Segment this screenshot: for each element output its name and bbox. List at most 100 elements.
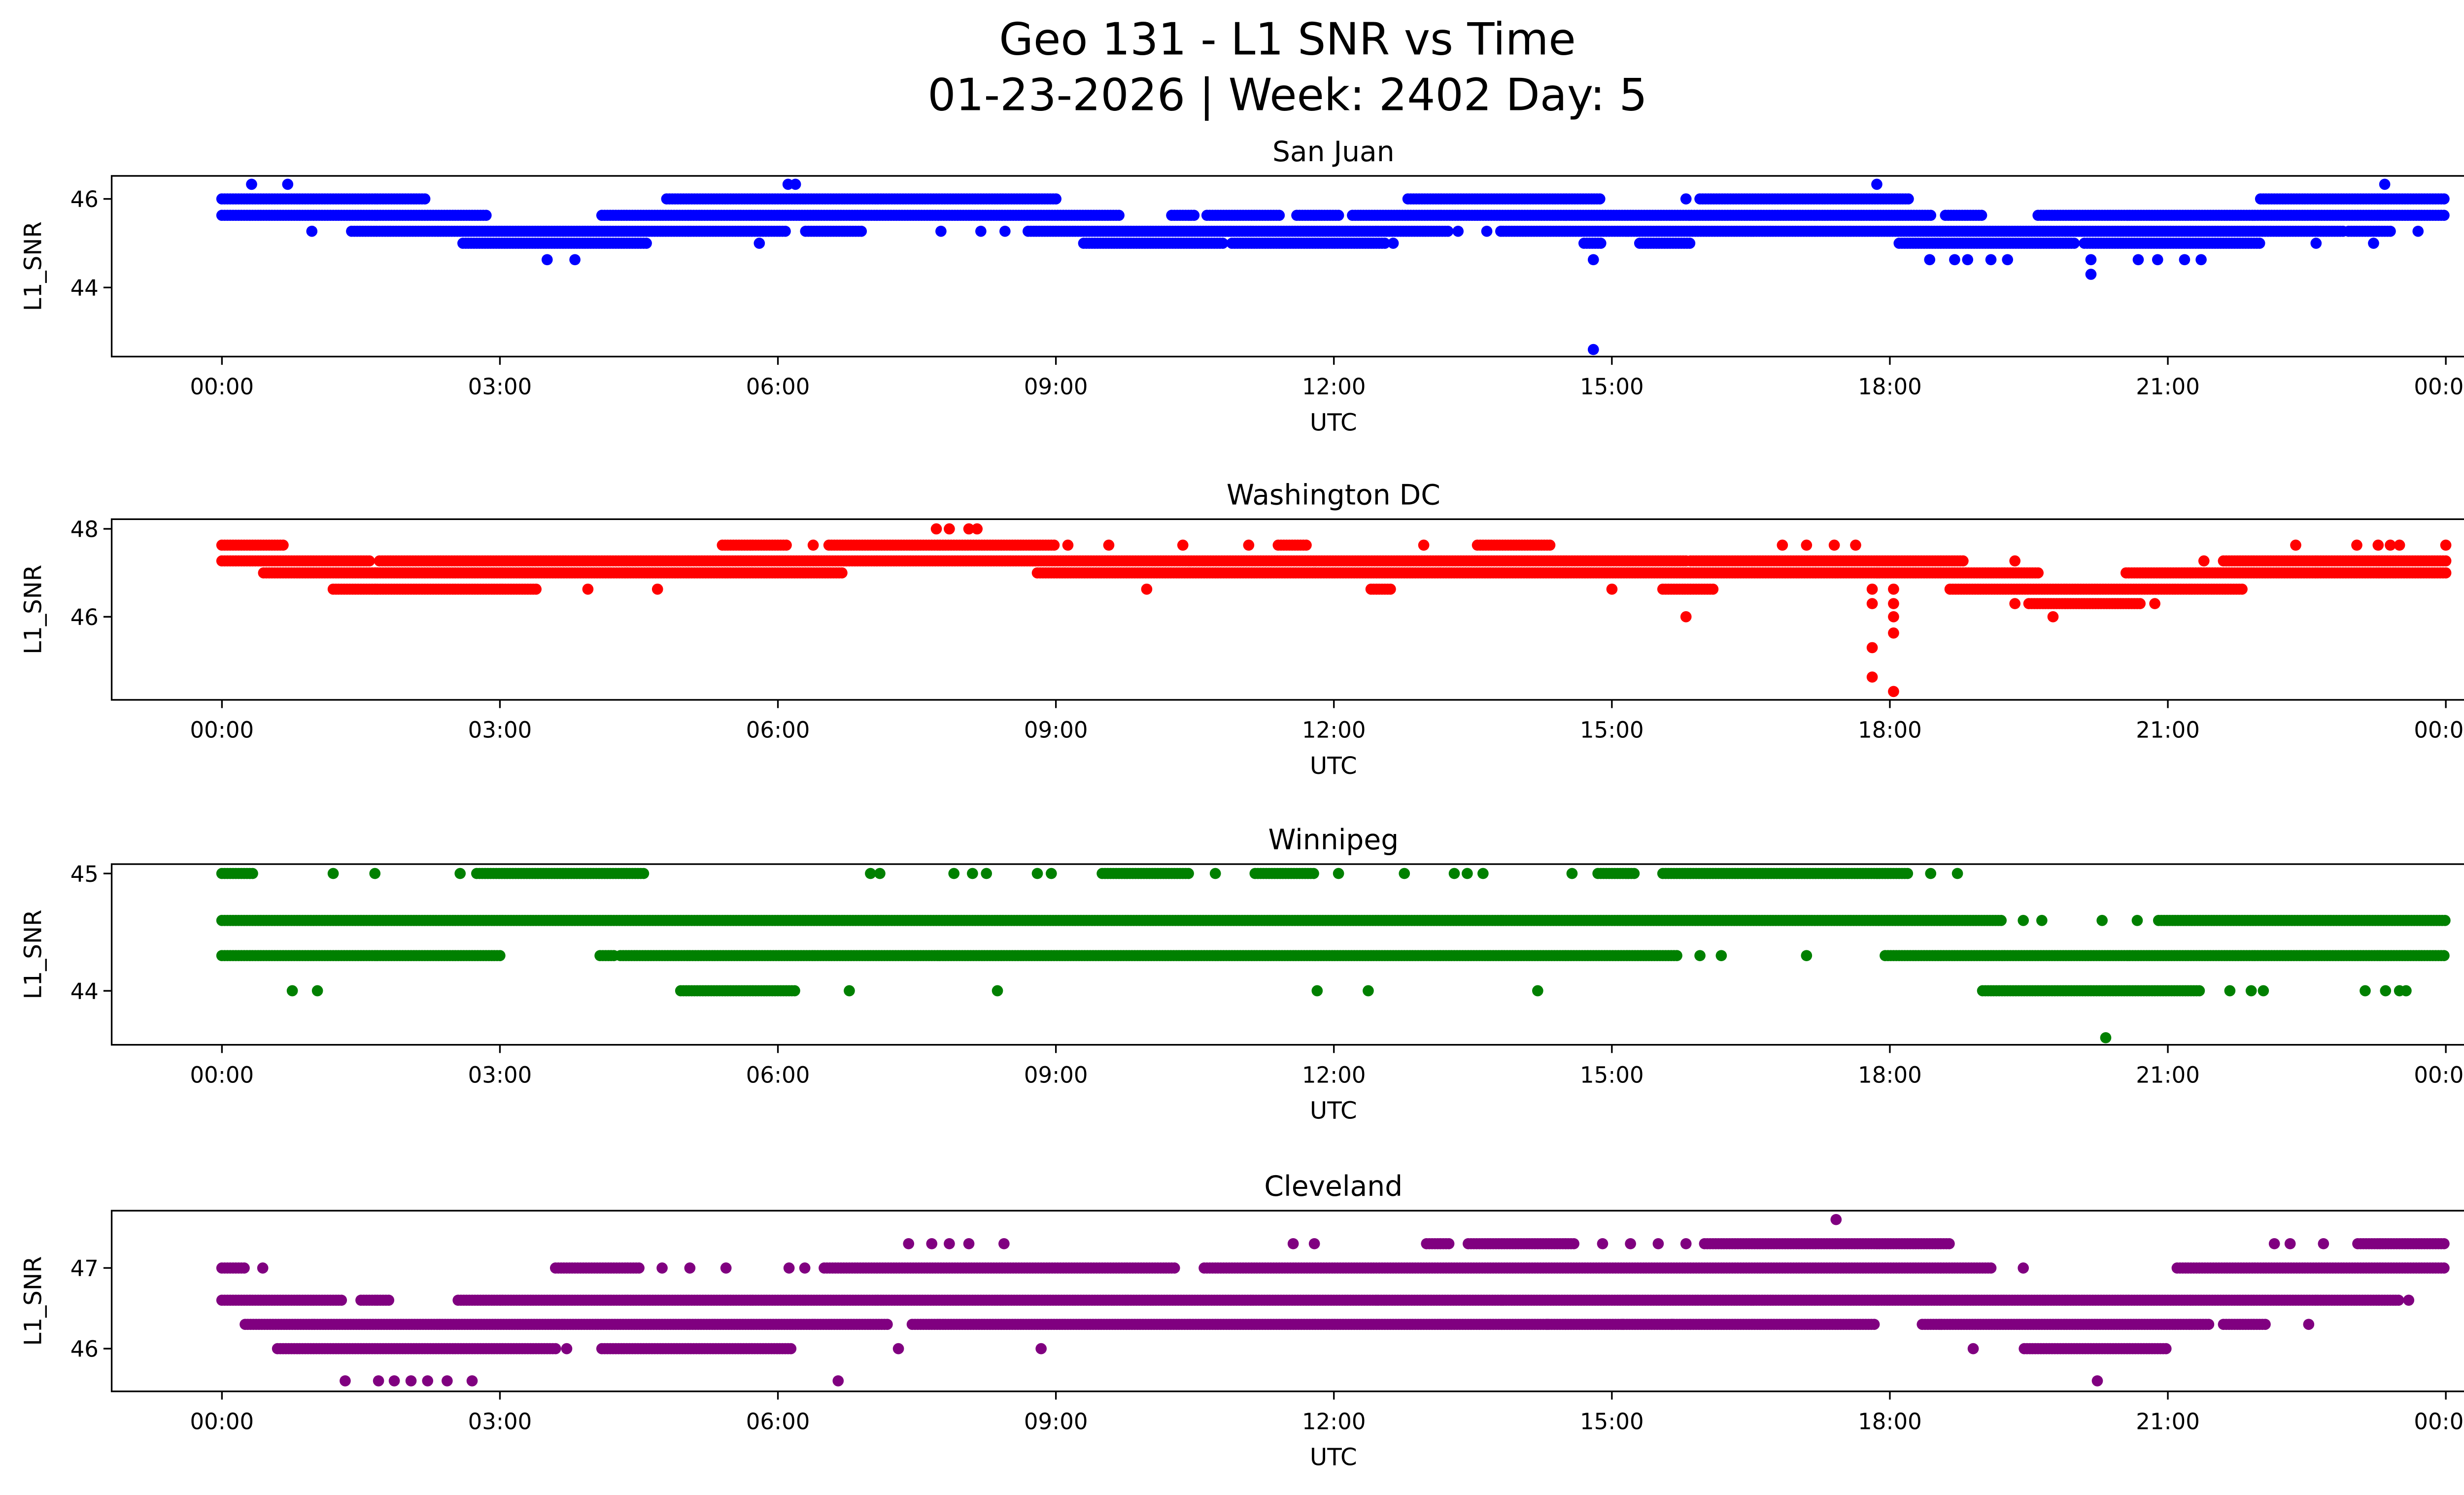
data-point (753, 238, 765, 249)
data-point (1606, 583, 1618, 595)
data-point (1308, 868, 1319, 879)
data-point (2290, 539, 2301, 551)
x-tick-label: 15:00 (1580, 717, 1644, 743)
data-point (1951, 868, 1963, 879)
data-point (781, 539, 792, 551)
x-tick-label: 09:00 (1024, 717, 1088, 743)
data-point (1113, 209, 1125, 221)
data-point (2132, 254, 2144, 266)
data-point (1801, 539, 1813, 551)
data-point (1888, 611, 1899, 623)
data-point (2134, 598, 2146, 609)
data-point (1566, 868, 1578, 879)
data-point (1925, 868, 1937, 879)
x-tick-label: 12:00 (1302, 374, 1366, 400)
data-point (1045, 868, 1057, 879)
subplot-title: San Juan (1272, 136, 1395, 168)
data-point (480, 209, 492, 221)
data-point (2068, 238, 2080, 249)
data-point (638, 868, 650, 879)
data-point (1544, 539, 1556, 551)
data-point (1188, 209, 1200, 221)
data-point (1418, 539, 1430, 551)
data-point (1888, 627, 1899, 639)
data-point (1477, 868, 1489, 879)
data-point (369, 868, 381, 879)
data-point (2379, 178, 2391, 190)
data-point (1050, 193, 1061, 205)
data-point (1777, 539, 1788, 551)
data-point (1628, 868, 1640, 879)
data-point (2002, 254, 2014, 266)
x-tick-label: 06:00 (746, 374, 810, 400)
data-point (2310, 238, 2322, 249)
data-point (1828, 539, 1840, 551)
data-point (1399, 868, 1410, 879)
data-point (935, 225, 947, 237)
data-point (2198, 555, 2210, 567)
data-point (999, 225, 1011, 237)
data-point (1442, 225, 1454, 237)
data-point (569, 254, 581, 266)
data-point (807, 539, 819, 551)
data-point (1141, 583, 1153, 595)
data-point (2351, 539, 2362, 551)
data-point (1243, 539, 1255, 551)
data-point (419, 193, 431, 205)
data-point (2438, 209, 2450, 221)
data-point (2085, 269, 2097, 280)
x-tick-label: 03:00 (468, 717, 532, 743)
data-point (944, 523, 955, 535)
data-point (1680, 611, 1692, 623)
data-point (1333, 209, 1344, 221)
data-point (2032, 567, 2044, 579)
data-point (246, 178, 257, 190)
data-point (530, 583, 542, 595)
data-point (1333, 868, 1344, 879)
data-point (1594, 193, 1606, 205)
scatter-points (216, 178, 2450, 355)
data-point (789, 178, 801, 190)
data-point (1273, 209, 1285, 221)
x-tick-label: 09:00 (1024, 374, 1088, 400)
data-point (2368, 238, 2379, 249)
x-axis-label: UTC (1310, 752, 1357, 780)
data-point (1048, 539, 1060, 551)
data-point (1031, 868, 1043, 879)
data-point (2009, 598, 2021, 609)
data-point (1866, 583, 1878, 595)
data-point (1300, 539, 1312, 551)
data-point (2179, 254, 2190, 266)
x-tick-label: 03:00 (468, 374, 532, 400)
data-point (981, 868, 992, 879)
data-point (836, 567, 848, 579)
data-point (1481, 225, 1493, 237)
data-point (1387, 238, 1399, 249)
data-point (1062, 539, 1074, 551)
data-point (780, 225, 791, 237)
y-tick-label: 48 (70, 517, 99, 543)
data-point (327, 868, 339, 879)
x-tick-label: 00:00 (2414, 374, 2464, 400)
data-point (1888, 686, 1899, 697)
data-point (2372, 539, 2384, 551)
data-point (1595, 238, 1607, 249)
data-point (641, 238, 652, 249)
subplot-title: Winnipeg (1268, 824, 1399, 856)
x-tick-label: 15:00 (1580, 374, 1644, 400)
data-point (1866, 598, 1878, 609)
x-tick-label: 21:00 (2136, 374, 2200, 400)
data-point (2195, 254, 2207, 266)
data-point (930, 523, 942, 535)
x-tick-label: 21:00 (2136, 717, 2200, 743)
data-point (1866, 671, 1878, 683)
x-tick-label: 00:00 (2414, 717, 2464, 743)
data-point (1924, 254, 1936, 266)
x-tick-label: 06:00 (746, 717, 810, 743)
data-point (2152, 254, 2163, 266)
x-tick-label: 18:00 (1858, 717, 1922, 743)
data-point (1871, 178, 1882, 190)
